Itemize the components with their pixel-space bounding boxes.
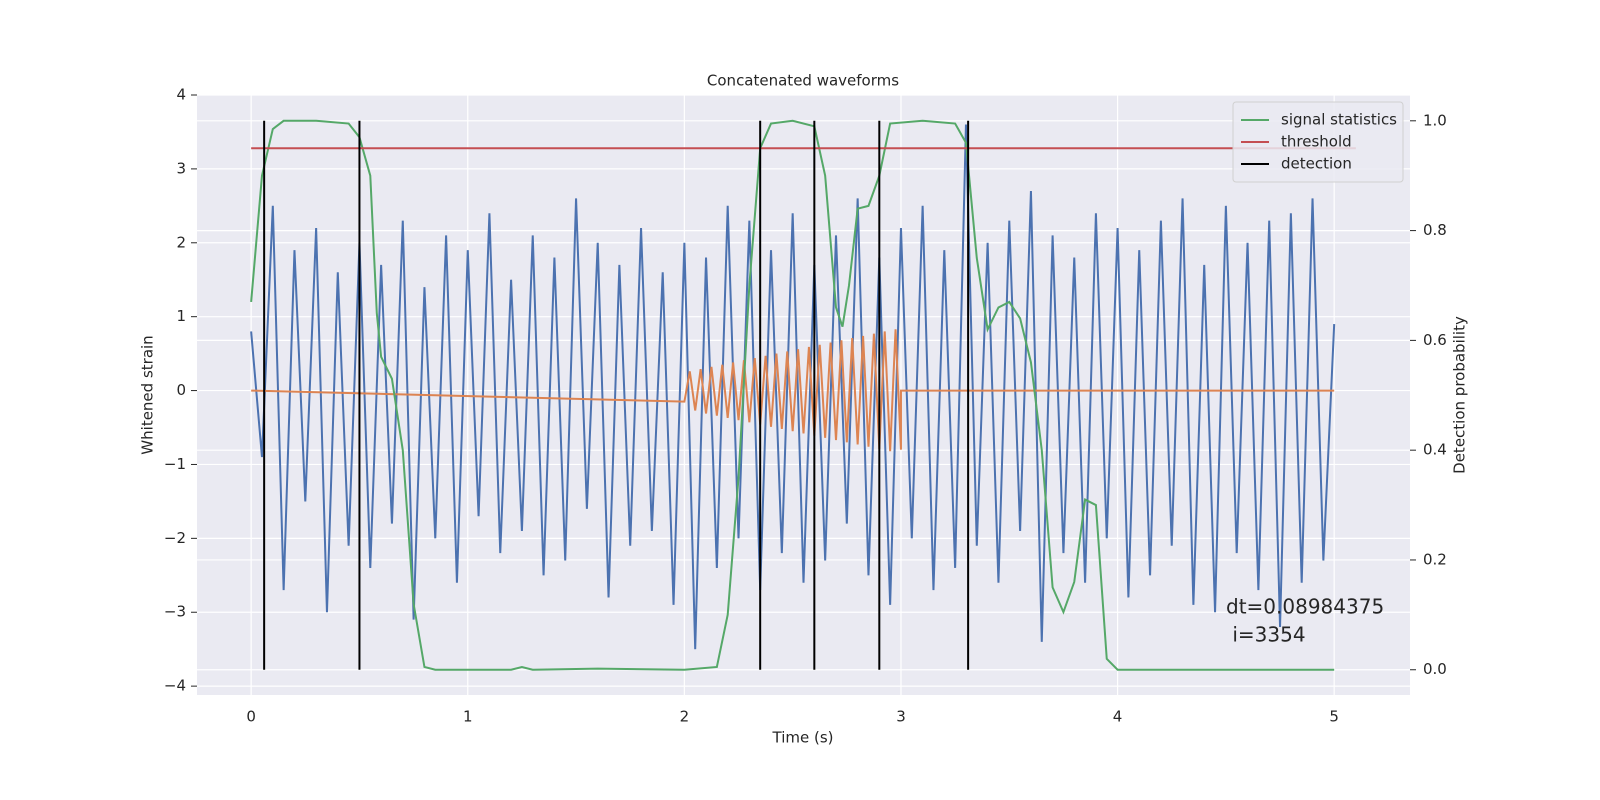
y-axis-label: Whitened strain <box>139 335 157 454</box>
y2-tick-label: 0.8 <box>1423 221 1447 239</box>
chart-title: Concatenated waveforms <box>707 72 899 90</box>
y-tick-label: 1 <box>176 307 186 325</box>
y2-tick-label: 0.2 <box>1423 550 1447 568</box>
series-line <box>251 329 1335 452</box>
y-tick-label: 0 <box>176 381 186 399</box>
x-tick-label: 3 <box>896 708 906 726</box>
y2-tick-label: 1.0 <box>1423 111 1447 129</box>
x-axis-label: Time (s) <box>772 729 834 747</box>
x-tick-label: 0 <box>246 708 256 726</box>
y-tick-label: 3 <box>176 159 186 177</box>
y2-tick-label: 0.0 <box>1423 660 1447 678</box>
y-tick-label: −3 <box>164 603 186 621</box>
annotation: i=3354 <box>1226 623 1306 647</box>
y-tick-label: −2 <box>164 529 186 547</box>
x-tick-label: 5 <box>1329 708 1339 726</box>
series-line <box>250 124 1336 650</box>
y2-axis-label: Detection probability <box>1451 316 1469 474</box>
legend-label: detection <box>1281 155 1352 173</box>
y2-tick-label: 0.4 <box>1423 441 1447 459</box>
x-tick-label: 4 <box>1113 708 1123 726</box>
y2-tick-label: 0.6 <box>1423 331 1447 349</box>
legend-label: threshold <box>1281 133 1352 151</box>
series-line <box>250 119 1335 671</box>
y-tick-label: 2 <box>176 233 186 251</box>
annotation: dt=0.08984375 <box>1226 595 1384 619</box>
y-tick-label: −4 <box>164 677 186 695</box>
legend-box <box>1232 101 1404 183</box>
y-tick-label: 4 <box>176 86 186 104</box>
x-tick-label: 2 <box>680 708 690 726</box>
y-tick-label: −1 <box>164 455 186 473</box>
x-tick-label: 1 <box>463 708 473 726</box>
legend-label: signal statistics <box>1281 111 1397 129</box>
